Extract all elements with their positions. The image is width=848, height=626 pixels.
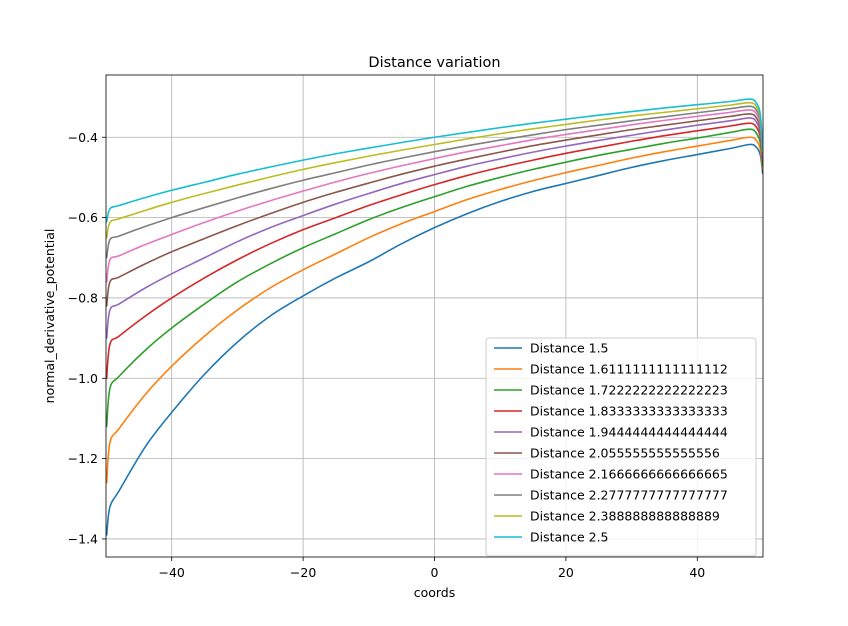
series-line-8 [106,105,763,259]
x-tick-label: −20 [290,565,316,580]
legend-entry: Distance 2.1666666666666665 [530,467,728,482]
legend: Distance 1.5 Distance 1.6111111111111112 D… [485,337,757,557]
y-tick-label: −1.0 [68,371,98,386]
legend-entry: Distance 1.9444444444444444 [530,425,728,440]
legend-entry: Distance 1.6111111111111112 [530,362,728,377]
x-tick-label: 40 [689,565,705,580]
x-axis-label: coords [414,585,456,600]
x-tick-label: 20 [558,565,574,580]
legend-entry: Distance 1.8333333333333333 [530,404,728,419]
series-line-10 [106,98,763,223]
series-line-3 [106,128,763,428]
series-line-7 [106,109,763,283]
legend-entry: Distance 1.7222222222222223 [530,383,728,398]
series-line-5 [106,117,763,339]
series-line-6 [106,113,763,307]
y-tick-label: −0.6 [68,210,98,225]
series-lines [106,98,763,536]
legend-entry: Distance 2.5 [530,530,609,545]
legend-entry: Distance 2.2777777777777777 [530,488,728,503]
legend-entry: Distance 2.388888888888889 [530,509,720,524]
y-tick-label: −1.2 [68,451,98,466]
series-line-1 [106,143,763,536]
series-line-9 [106,101,763,239]
x-tick-label: −40 [159,565,185,580]
legend-entry: Distance 2.055555555555556 [530,446,720,461]
series-line-2 [106,136,763,484]
y-tick-label: −0.4 [68,130,98,145]
x-tick-label: 0 [431,565,439,580]
y-tick-label: −1.4 [68,531,98,546]
axis-ticks: −40 −20 0 20 40 −1.4 −1.2 −1.0 −0.8 −0.6 −0.4 [68,130,706,580]
chart-title: Distance variation [368,55,500,71]
y-axis-label: normal_derivative_potential [42,229,57,404]
series-line-4 [106,122,763,380]
y-tick-label: −0.8 [68,290,98,305]
legend-entry: Distance 1.5 [530,341,609,356]
legend-box [485,337,757,557]
